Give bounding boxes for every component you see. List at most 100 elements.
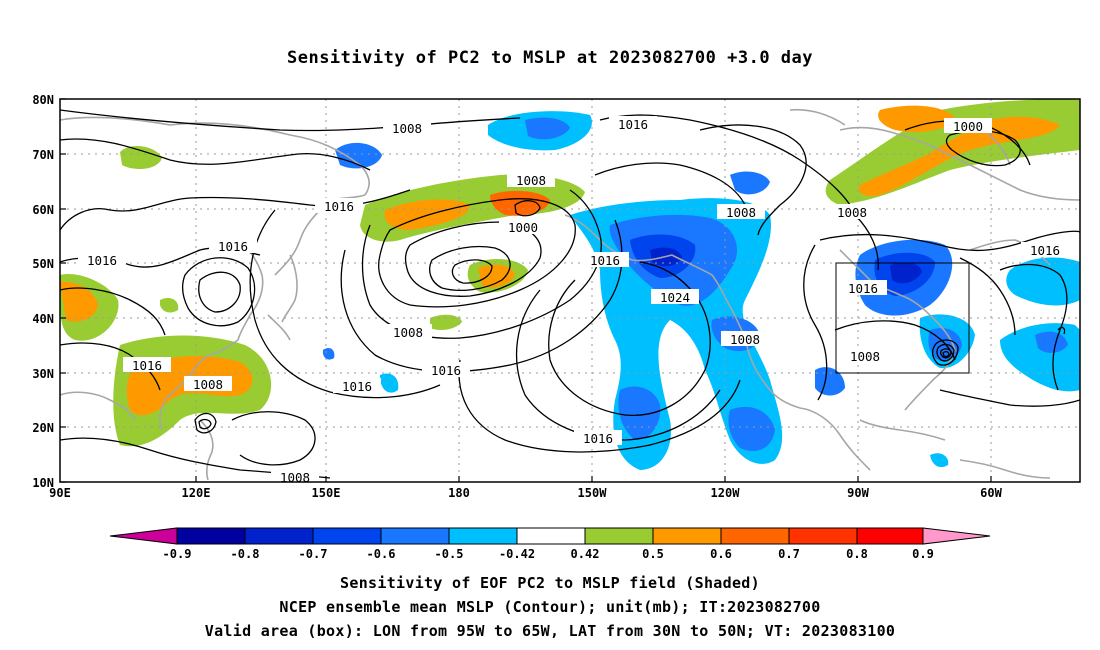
svg-text:1008: 1008 <box>393 325 423 340</box>
svg-text:1008: 1008 <box>193 377 223 392</box>
map-title: Sensitivity of PC2 to MSLP at 2023082700… <box>286 48 813 68</box>
colorbar: -0.9 -0.8 -0.7 -0.6 -0.5 -0.42 0.42 0.5 … <box>109 527 991 561</box>
mslp-contours <box>60 109 1080 479</box>
colorbar-cell <box>244 527 314 545</box>
svg-text:1016: 1016 <box>618 117 648 132</box>
svg-text:1016: 1016 <box>1030 243 1060 258</box>
colorbar-cell <box>516 527 586 545</box>
contour-label: 1016 <box>78 252 126 268</box>
contour-label: 1008 <box>841 348 889 364</box>
colorbar-cell <box>176 527 246 545</box>
lon-label: 150E <box>312 486 341 500</box>
lon-label: 90E <box>49 486 71 500</box>
contour-label: 1008 <box>721 331 769 347</box>
lon-label: 90W <box>847 486 869 500</box>
longitude-labels: 90E 120E 150E 180 150W 120W 90W 60W <box>49 486 1002 500</box>
colorbar-label: -0.5 <box>435 547 464 561</box>
svg-text:1016: 1016 <box>590 253 620 268</box>
footer-line-2: NCEP ensemble mean MSLP (Contour); unit(… <box>279 598 821 616</box>
contour-label: 1008 <box>383 120 431 136</box>
svg-text:1016: 1016 <box>342 379 372 394</box>
map-frame <box>59 98 1081 483</box>
colorbar-cell <box>856 527 924 545</box>
footer-line-1: Sensitivity of EOF PC2 to MSLP field (Sh… <box>340 574 760 592</box>
lon-label: 120E <box>182 486 211 500</box>
colorbar-label: -0.9 <box>163 547 192 561</box>
contour-label: 1016 <box>315 198 363 214</box>
colorbar-cell <box>720 527 790 545</box>
gridlines <box>60 99 1080 482</box>
colorbar-label: -0.6 <box>367 547 396 561</box>
contour-label: 1016 <box>574 430 622 446</box>
colorbar-cell <box>584 527 654 545</box>
svg-text:1024: 1024 <box>660 290 690 305</box>
colorbar-cell <box>788 527 858 545</box>
contour-label: 1008 <box>828 204 876 220</box>
colorbar-cell <box>380 527 450 545</box>
colorbar-cell <box>652 527 722 545</box>
contour-label: 1000 <box>944 118 992 134</box>
colorbar-max-arrow <box>922 527 991 545</box>
contour-label: 1024 <box>651 289 699 305</box>
svg-text:1016: 1016 <box>132 358 162 373</box>
colorbar-label: 0.5 <box>642 547 664 561</box>
contour-label: 1008 <box>384 324 432 340</box>
svg-text:1008: 1008 <box>730 332 760 347</box>
contour-label: 1016 <box>422 362 470 378</box>
colorbar-cell <box>312 527 382 545</box>
contour-label: 1016 <box>333 378 381 394</box>
tick-marks <box>60 98 992 483</box>
colorbar-cell <box>448 527 518 545</box>
svg-text:1008: 1008 <box>726 205 756 220</box>
valid-area-box <box>835 262 970 374</box>
lon-label: 150W <box>578 486 608 500</box>
contour-label: 1016 <box>609 116 657 132</box>
contour-label: 1008 <box>717 204 765 220</box>
svg-text:1016: 1016 <box>218 239 248 254</box>
svg-text:1008: 1008 <box>837 205 867 220</box>
lat-label: 70N <box>32 148 54 162</box>
contour-labels: 1008 1016 1000 1008 1016 1016 1008 1016 … <box>78 116 1069 485</box>
lat-label: 20N <box>32 421 54 435</box>
svg-text:1008: 1008 <box>850 349 880 364</box>
contour-label: 1016 <box>1021 242 1069 258</box>
lon-label: 60W <box>980 486 1002 500</box>
latitude-labels: 80N 70N 60N 50N 40N 30N 20N 10N <box>32 93 54 490</box>
svg-text:1000: 1000 <box>508 220 538 235</box>
colorbar-min-arrow <box>109 527 178 545</box>
svg-text:1008: 1008 <box>392 121 422 136</box>
colorbar-label: -0.7 <box>299 547 328 561</box>
contour-label: 1008 <box>507 172 555 188</box>
contour-label: 1016 <box>581 252 629 268</box>
colorbar-label: 0.6 <box>710 547 732 561</box>
svg-text:1008: 1008 <box>516 173 546 188</box>
colorbar-label: 0.42 <box>571 547 600 561</box>
colorbar-label: 0.8 <box>846 547 868 561</box>
svg-text:1016: 1016 <box>848 281 878 296</box>
lat-label: 40N <box>32 312 54 326</box>
colorbar-label: -0.8 <box>231 547 260 561</box>
colorbar-label: -0.42 <box>499 547 535 561</box>
lat-label: 30N <box>32 367 54 381</box>
lat-label: 50N <box>32 257 54 271</box>
colorbar-label: 0.7 <box>778 547 800 561</box>
contour-label: 1016 <box>123 357 171 373</box>
svg-text:1016: 1016 <box>431 363 461 378</box>
contour-label: 1008 <box>271 469 319 485</box>
contour-label: 1016 <box>839 280 887 296</box>
lon-label: 180 <box>448 486 470 500</box>
svg-text:1016: 1016 <box>87 253 117 268</box>
lat-label: 10N <box>32 476 54 490</box>
contour-label: 1016 <box>209 238 257 254</box>
svg-text:1000: 1000 <box>953 119 983 134</box>
svg-text:1008: 1008 <box>280 470 310 485</box>
svg-text:1016: 1016 <box>324 199 354 214</box>
lat-label: 80N <box>32 93 54 107</box>
lat-label: 60N <box>32 203 54 217</box>
contour-label: 1008 <box>184 376 232 392</box>
svg-text:1016: 1016 <box>583 431 613 446</box>
contour-label: 1000 <box>499 219 547 235</box>
footer-line-3: Valid area (box): LON from 95W to 65W, L… <box>204 622 896 640</box>
colorbar-label: 0.9 <box>912 547 934 561</box>
